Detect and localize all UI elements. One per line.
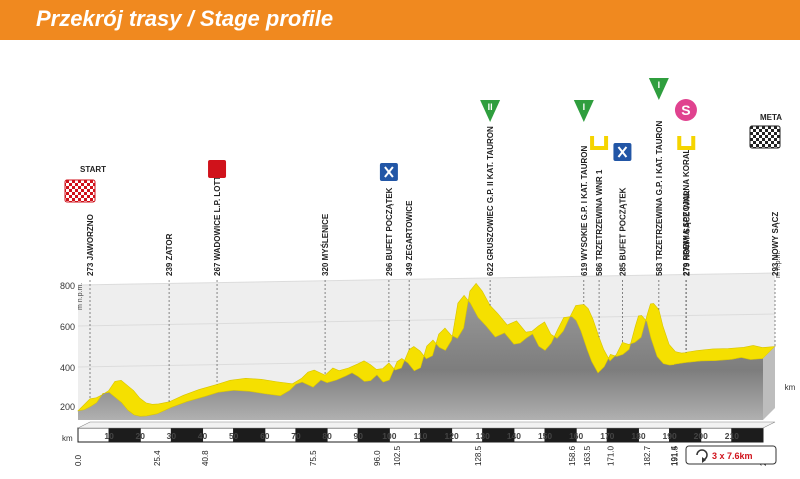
feed-zone-icon <box>379 163 398 181</box>
location-label: 586 TRZETRZEWINA WNR 1 <box>595 169 604 276</box>
location-label: 349 ZEGARTOWICE <box>405 200 414 276</box>
x-tick-label: 80 <box>322 431 332 441</box>
location-km-label: 182.7 <box>643 445 652 466</box>
header-banner: Przekrój trasy / Stage profile <box>0 0 800 40</box>
x-tick-label: 200 <box>694 431 708 441</box>
circuit-text: 3 x 7.6km <box>712 451 753 461</box>
location-label: 583 TRZETRZEWINA G.P. I KAT. TAURON <box>655 121 664 276</box>
y-tick-label: 200 <box>60 402 75 412</box>
location-label: 293 NOWY SĄCZ <box>771 212 780 276</box>
feed-knife-line <box>384 166 394 178</box>
x-tick-label: 140 <box>507 431 521 441</box>
x-tick-label: 20 <box>136 431 146 441</box>
x-tick-label: 30 <box>167 431 177 441</box>
feed-zone-icon <box>613 143 632 161</box>
mountain-category-text: II <box>488 102 493 112</box>
feed-knife-line <box>617 146 628 158</box>
location-km-label: 158.6 <box>568 445 577 466</box>
location-km-label: 0.0 <box>74 454 83 466</box>
grid-line <box>77 272 776 286</box>
finish-flag-icon <box>749 125 781 149</box>
x-tick-label: 110 <box>414 431 428 441</box>
km-strip-top <box>77 421 776 429</box>
start-flag-icon <box>64 179 96 203</box>
y-tick-label: 400 <box>60 363 75 373</box>
location-label: 273 JAWORZNO <box>86 214 95 276</box>
sprint-intermediate-icon <box>590 136 609 150</box>
special-prize-icon <box>674 99 697 121</box>
location-label: 285 BUFET POCZĄTEK <box>618 187 627 276</box>
finish-label: META <box>760 113 782 122</box>
location-km-label: 40.8 <box>201 450 210 466</box>
location-km-label: 191.5 <box>670 445 679 466</box>
mountain-classification-icon: II <box>480 100 501 122</box>
y-axis-label-left: m n.p.m. <box>77 283 84 310</box>
location-label: 622 GRUSZOWIEC G.P. II KAT. TAURON <box>486 126 495 276</box>
location-label: 296 BUFET POCZĄTEK <box>385 187 394 276</box>
circuit-badge: 3 x 7.6km <box>685 445 777 465</box>
x-tick-label: 70 <box>291 431 301 441</box>
y-tick-label: 800 <box>60 281 75 291</box>
x-unit-label-right: km <box>785 383 796 392</box>
y-axis-label-right: m n.p.m. <box>775 251 782 278</box>
x-unit-label-left: km <box>62 434 73 443</box>
x-tick-label: 120 <box>445 431 459 441</box>
mountain-category-text: I <box>583 102 586 112</box>
x-tick-label: 60 <box>260 431 270 441</box>
sprint-intermediate-icon <box>677 136 696 150</box>
x-tick-label: 40 <box>198 431 208 441</box>
x-tick-label: 180 <box>631 431 645 441</box>
location-label: 619 WYSOKIE G.P. I KAT. TAURON <box>580 146 589 276</box>
location-km-label: 75.5 <box>309 450 318 466</box>
circuit-badge-box <box>685 445 777 465</box>
mountain-triangle <box>648 78 669 100</box>
mountain-triangle <box>480 100 501 122</box>
x-tick-label: 160 <box>569 431 583 441</box>
x-tick-label: 130 <box>476 431 490 441</box>
location-km-label: 163.5 <box>583 445 592 466</box>
x-tick-label: 150 <box>538 431 552 441</box>
mountain-category-text: I <box>658 80 661 90</box>
start-label: START <box>80 165 106 174</box>
y-tick-label: 600 <box>60 322 75 332</box>
location-label: 279 PREMIA SPECJALNA KORAL <box>682 148 691 276</box>
x-tick-label: 210 <box>725 431 739 441</box>
location-label: 279 NOWY SĄCZ WNR <box>682 190 691 276</box>
x-tick-label: 100 <box>382 431 396 441</box>
lotto-premium-icon <box>208 160 227 178</box>
terrain-area <box>78 295 763 420</box>
x-tick-label: 90 <box>353 431 363 441</box>
mountain-classification-icon: I <box>573 100 594 122</box>
circuit-arrow-icon <box>702 457 706 463</box>
page-title: Przekrój trasy / Stage profile <box>36 6 334 31</box>
location-label: 320 MYŚLENICE <box>321 213 330 276</box>
location-km-label: 25.4 <box>153 450 162 466</box>
location-km-label: 128.5 <box>474 445 483 466</box>
location-label: 239 ZATOR <box>165 233 174 276</box>
location-km-label: 171.0 <box>606 445 615 466</box>
mountain-triangle <box>573 100 594 122</box>
location-label: 267 WADOWICE L.P. LOTTO <box>213 170 222 276</box>
special-prize-letter: S <box>681 102 690 118</box>
profile-side-face <box>763 346 775 420</box>
x-tick-label: 190 <box>662 431 676 441</box>
mountain-classification-icon: I <box>648 78 669 100</box>
location-km-label: 96.0 <box>373 450 382 466</box>
x-tick-label: 170 <box>600 431 614 441</box>
x-tick-label: 50 <box>229 431 239 441</box>
location-km-label: 191.4 <box>670 445 679 466</box>
location-km-label: 102.5 <box>393 445 402 466</box>
x-tick-label: 10 <box>104 431 114 441</box>
